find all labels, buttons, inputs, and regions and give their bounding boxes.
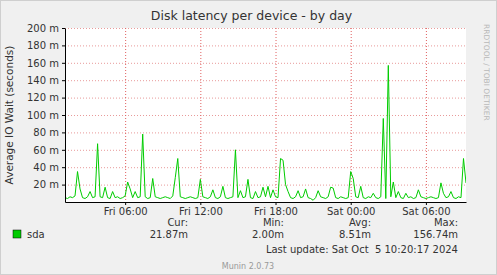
summary-value: 156.74m	[413, 229, 458, 240]
y-tick: 200 m	[27, 23, 65, 34]
title: Disk latency per device - by day	[151, 8, 353, 23]
x-grid-line	[351, 28, 352, 202]
y-tick-mark	[62, 132, 65, 133]
y-grid-line	[65, 63, 466, 64]
grid	[65, 28, 466, 202]
legend: sda Cur: Min: Avg: Max: 21.87m 2.00m 8.51m 156.7…	[13, 217, 458, 240]
legend-swatch	[13, 230, 21, 238]
x-tick-label: Fri 12:00	[179, 206, 223, 217]
x-grid-line	[426, 28, 427, 202]
y-tick: 40 m	[33, 162, 65, 173]
x-tick-mark	[125, 202, 126, 205]
x-tick-label: Sat 00:00	[327, 206, 375, 217]
summary-header: Cur:	[167, 217, 188, 228]
plot-area	[65, 28, 466, 202]
y-tick-label: 120 m	[27, 92, 59, 103]
watermark: RRDTOOL / TOBI OETIKER	[482, 24, 491, 121]
y-tick: 180 m	[27, 40, 65, 51]
x-tick: Sat 06:00	[402, 202, 450, 217]
y-tick: 100 m	[27, 110, 65, 121]
y-tick: 60 m	[33, 145, 65, 156]
y-tick-mark	[62, 80, 65, 81]
x-tick: Fri 12:00	[179, 202, 223, 217]
x-tick: Fri 06:00	[104, 202, 148, 217]
x-tick: Sat 00:00	[327, 202, 375, 217]
y-tick-label: 20 m	[33, 179, 59, 190]
x-tick-label: Fri 06:00	[104, 206, 148, 217]
y-tick-mark	[62, 115, 65, 116]
y-tick-label: 60 m	[33, 145, 59, 156]
x-grid-line	[200, 28, 201, 202]
series-line	[65, 65, 466, 200]
x-grid-line	[276, 28, 277, 202]
x-tick-mark	[200, 202, 201, 205]
x-grid-line	[125, 28, 126, 202]
y-tick-mark	[62, 63, 65, 64]
y-axis-line	[65, 29, 66, 203]
y-tick: 80 m	[33, 127, 65, 138]
x-tick-mark	[276, 202, 277, 205]
y-tick-label: 100 m	[27, 110, 59, 121]
x-tick-label: Sat 06:00	[402, 206, 450, 217]
y-axis: 20 m 40 m 60 m 80 m 100 m 120 m 140 m 160 m 180 …	[27, 23, 66, 203]
legend-label: sda	[27, 229, 45, 240]
y-tick-label: 80 m	[33, 127, 59, 138]
y-tick-label: 160 m	[27, 58, 59, 69]
y-tick: 120 m	[27, 92, 65, 103]
y-tick-label: 40 m	[33, 162, 59, 173]
y-tick-label: 180 m	[27, 40, 59, 51]
y-tick-mark	[62, 98, 65, 99]
summary-value: 21.87m	[150, 229, 188, 240]
summary-header: Max:	[434, 217, 458, 228]
x-tick: Fri 18:00	[254, 202, 298, 217]
y-tick: 140 m	[27, 75, 65, 86]
y-tick-mark	[62, 185, 65, 186]
summary-value: 8.51m	[339, 229, 371, 240]
x-tick-mark	[426, 202, 427, 205]
marks	[65, 65, 466, 200]
y-grid-line	[65, 80, 466, 81]
y-tick-label: 200 m	[27, 23, 59, 34]
summary-header: Avg:	[349, 217, 371, 228]
x-axis: Fri 06:00 Fri 12:00 Fri 18:00 Sat 00:00 Sat …	[66, 202, 467, 217]
y-axis-title: Average IO Wait (seconds)	[3, 46, 15, 185]
y-tick: 20 m	[33, 179, 65, 190]
y-tick: 160 m	[27, 58, 65, 69]
y-grid-line	[65, 150, 466, 151]
y-tick-mark	[62, 150, 65, 151]
y-tick-label: 140 m	[27, 75, 59, 86]
y-tick-mark	[62, 167, 65, 168]
summary-value: 2.00m	[252, 229, 284, 240]
x-tick-label: Fri 18:00	[254, 206, 298, 217]
chart: Fri 06:00 Fri 12:00 Fri 18:00 Sat 00:00 Sat …	[0, 0, 497, 275]
background	[1, 1, 497, 275]
y-tick-mark	[62, 28, 65, 29]
summary-header: Min:	[263, 217, 284, 228]
x-tick-mark	[351, 202, 352, 205]
version: Munin 2.0.73	[222, 262, 274, 271]
y-tick-mark	[62, 45, 65, 46]
footer: Last update: Sat Oct 5 10:20:17 2024	[266, 244, 458, 255]
y-grid-line	[65, 167, 466, 168]
